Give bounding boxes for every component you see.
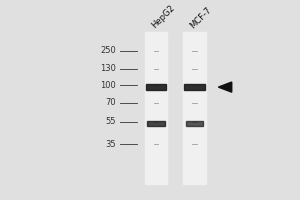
Text: 35: 35 — [105, 140, 116, 149]
Bar — [183, 32, 206, 184]
Text: 100: 100 — [100, 81, 116, 90]
Text: MCF-7: MCF-7 — [188, 5, 213, 30]
Text: 130: 130 — [100, 64, 116, 73]
Text: HepG2: HepG2 — [150, 3, 176, 30]
Text: 55: 55 — [105, 117, 116, 126]
Text: 250: 250 — [100, 46, 116, 55]
Bar — [184, 84, 205, 90]
Bar — [145, 32, 167, 184]
Text: 70: 70 — [105, 98, 116, 107]
Polygon shape — [218, 82, 232, 92]
Bar — [186, 121, 203, 126]
Bar — [146, 84, 166, 90]
Bar — [147, 121, 165, 126]
